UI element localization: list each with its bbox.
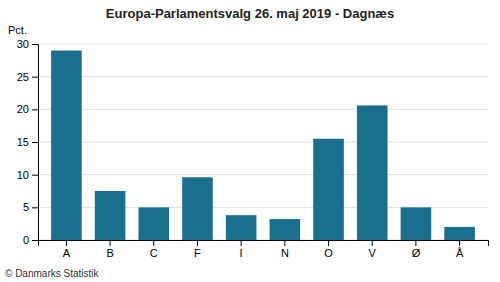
y-tick: 15 [17, 136, 38, 148]
x-tick-mark [459, 240, 460, 246]
y-tick-label: 20 [17, 103, 29, 115]
grid-line [38, 174, 488, 175]
x-tick-label: O [324, 247, 333, 259]
x-tick-mark [284, 240, 285, 246]
bar [182, 177, 213, 240]
x-tick: A [63, 240, 71, 259]
y-tick: 20 [17, 103, 38, 115]
y-tick: 25 [17, 71, 38, 83]
x-axis: ABCFINOVØÅ [39, 240, 489, 259]
bar [313, 139, 344, 240]
x-tick: B [106, 240, 113, 259]
x-tick-mark [241, 240, 242, 246]
x-tick-label: C [150, 247, 158, 259]
bar [95, 191, 126, 240]
x-tick-label: Ø [412, 247, 421, 259]
y-tick: 10 [17, 169, 38, 181]
y-axis-label: Pct. [8, 24, 27, 36]
bar [444, 227, 475, 240]
axis-line [32, 45, 39, 241]
title: Europa-Parlamentsvalg 26. maj 2019 - Dag… [106, 6, 394, 21]
bar [270, 219, 301, 240]
x-tick-label: F [194, 247, 201, 259]
y-tick-label: 10 [17, 169, 29, 181]
y-tick: 0 [23, 234, 38, 246]
x-tick-label: V [369, 247, 377, 259]
x-tick-mark [197, 240, 198, 246]
x-tick-label: A [63, 247, 71, 259]
x-tick-label: B [106, 247, 113, 259]
x-tick-mark [110, 240, 111, 246]
y-tick: 5 [23, 201, 38, 213]
bar [226, 215, 257, 240]
grid-line [38, 76, 488, 77]
plot: 0 5 10 15 20 25 30 A B C F I N O V Ø Å [17, 38, 489, 259]
x-tick-mark [415, 240, 416, 246]
y-tick-label: 5 [23, 201, 29, 213]
x-tick: Å [456, 240, 464, 259]
annotation: © Danmarks Statistik [5, 268, 100, 279]
bars [51, 51, 475, 240]
x-tick: I [240, 240, 243, 259]
x-tick-mark [153, 240, 154, 246]
x-tick: N [281, 240, 289, 259]
y-tick-mark [32, 44, 38, 45]
y-tick-label: 25 [17, 71, 29, 83]
x-tick-label: N [281, 247, 289, 259]
x-tick-mark [66, 240, 67, 246]
x-tick: C [150, 240, 158, 259]
y-tick-mark [32, 77, 38, 78]
x-tick-label: I [240, 247, 243, 259]
x-tick-label: Å [456, 247, 464, 259]
axis-line [39, 241, 489, 247]
bar [401, 207, 432, 240]
y-tick-label: 30 [17, 38, 29, 50]
y-tick-mark [32, 109, 38, 110]
x-tick: Ø [412, 240, 421, 259]
y-tick-label: 15 [17, 136, 29, 148]
grid-line [38, 142, 488, 143]
bar [357, 105, 388, 240]
y-tick-mark [32, 175, 38, 176]
y-tick-mark [32, 240, 38, 241]
grid [38, 44, 488, 240]
y-axis: 0 5 10 15 20 25 30 [17, 38, 39, 246]
bar [138, 207, 169, 240]
x-tick: V [369, 240, 377, 259]
bar [51, 51, 82, 240]
x-tick-mark [328, 240, 329, 246]
x-tick: F [194, 240, 201, 259]
chart: Europa-Parlamentsvalg 26. maj 2019 - Dag… [0, 0, 500, 282]
y-tick-mark [32, 207, 38, 208]
x-tick: O [324, 240, 333, 259]
y-tick: 30 [17, 38, 38, 50]
x-tick-mark [372, 240, 373, 246]
grid-line [38, 109, 488, 110]
grid-line [38, 44, 488, 45]
y-tick-mark [32, 142, 38, 143]
y-tick-label: 0 [23, 234, 29, 246]
